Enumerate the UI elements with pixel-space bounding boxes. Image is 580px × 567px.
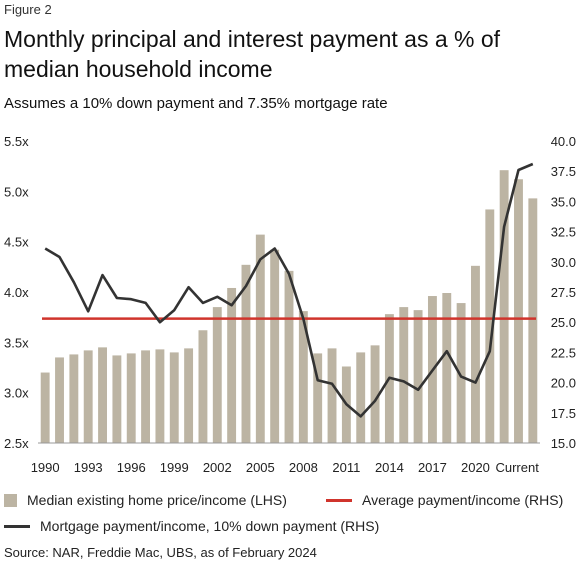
x-tick-label: 2008 — [289, 460, 318, 475]
bar — [69, 354, 79, 443]
left-tick-label: 4.5x — [4, 235, 29, 250]
right-tick-label: 17.5 — [551, 406, 576, 421]
legend-label-average: Average payment/income (RHS) — [362, 492, 564, 508]
right-tick-label: 30.0 — [551, 255, 576, 270]
bar — [370, 345, 380, 443]
bar — [212, 307, 222, 443]
x-tick-label: 2017 — [418, 460, 447, 475]
bar — [514, 179, 523, 443]
source-note: Source: NAR, Freddie Mac, UBS, as of Feb… — [4, 545, 317, 560]
bar — [83, 350, 93, 443]
mortgage-payment-line — [44, 162, 534, 418]
bar — [313, 353, 323, 443]
bar — [413, 310, 423, 443]
bar — [442, 293, 452, 443]
bar — [356, 352, 366, 443]
bar — [198, 330, 208, 443]
legend-label-payment: Mortgage payment/income, 10% down paymen… — [40, 518, 380, 534]
x-tick-label: 1990 — [31, 460, 60, 475]
left-tick-label: 5.0x — [4, 184, 29, 199]
x-tick-label: 2020 — [461, 460, 490, 475]
right-tick-label: 15.0 — [551, 436, 576, 451]
bar — [471, 265, 480, 443]
bar — [169, 352, 179, 443]
bar — [241, 264, 251, 443]
bar — [298, 311, 308, 443]
right-tick-label: 40.0 — [551, 134, 576, 149]
x-tick-label: 2011 — [332, 460, 360, 475]
bar — [126, 353, 136, 443]
bar — [327, 348, 337, 443]
x-tick-label: Current — [495, 460, 539, 475]
right-tick-label: 37.5 — [551, 164, 576, 179]
right-tick-label: 27.5 — [551, 285, 576, 300]
legend-label-bars: Median existing home price/income (LHS) — [27, 492, 287, 508]
figure-label: Figure 2 — [4, 2, 52, 17]
right-tick-label: 35.0 — [551, 194, 576, 209]
bar — [112, 355, 122, 443]
bar — [155, 349, 165, 443]
right-tick-label: 20.0 — [551, 376, 576, 391]
left-tick-label: 3.0x — [4, 386, 29, 401]
bar — [499, 170, 509, 443]
legend-item-average: Average payment/income (RHS) — [326, 492, 563, 508]
bar — [255, 234, 265, 443]
x-tick-label: 1996 — [117, 460, 146, 475]
bar — [270, 249, 280, 443]
bar — [141, 350, 151, 443]
bar — [399, 307, 409, 443]
x-tick-label: 1999 — [160, 460, 189, 475]
bar — [184, 348, 194, 443]
bar — [456, 303, 466, 443]
legend-item-payment: Mortgage payment/income, 10% down paymen… — [4, 518, 379, 534]
x-tick-label: 1993 — [74, 460, 103, 475]
bar — [227, 287, 237, 443]
bar — [485, 209, 495, 443]
x-tick-label: 2005 — [246, 460, 275, 475]
bar — [98, 347, 107, 443]
legend-item-bars: Median existing home price/income (LHS) — [4, 492, 287, 508]
left-tick-label: 3.5x — [4, 335, 29, 350]
legend-swatch-average — [326, 498, 352, 502]
chart-subtitle: Assumes a 10% down payment and 7.35% mor… — [4, 95, 388, 112]
right-tick-label: 25.0 — [551, 315, 576, 330]
right-tick-label: 32.5 — [551, 225, 576, 240]
right-tick-label: 22.5 — [551, 345, 576, 360]
chart-title: Monthly principal and interest payment a… — [4, 26, 501, 82]
x-tick-label: 2002 — [203, 460, 232, 475]
bar — [284, 270, 294, 443]
bar — [55, 357, 64, 443]
left-tick-label: 5.5x — [4, 134, 29, 149]
legend-swatch-payment — [4, 524, 30, 528]
left-tick-label: 2.5x — [4, 436, 29, 451]
bar — [528, 198, 538, 443]
bar — [40, 372, 50, 443]
left-tick-label: 4.0x — [4, 285, 29, 300]
legend-swatch-bars — [4, 493, 17, 507]
x-tick-label: 2014 — [375, 460, 404, 475]
